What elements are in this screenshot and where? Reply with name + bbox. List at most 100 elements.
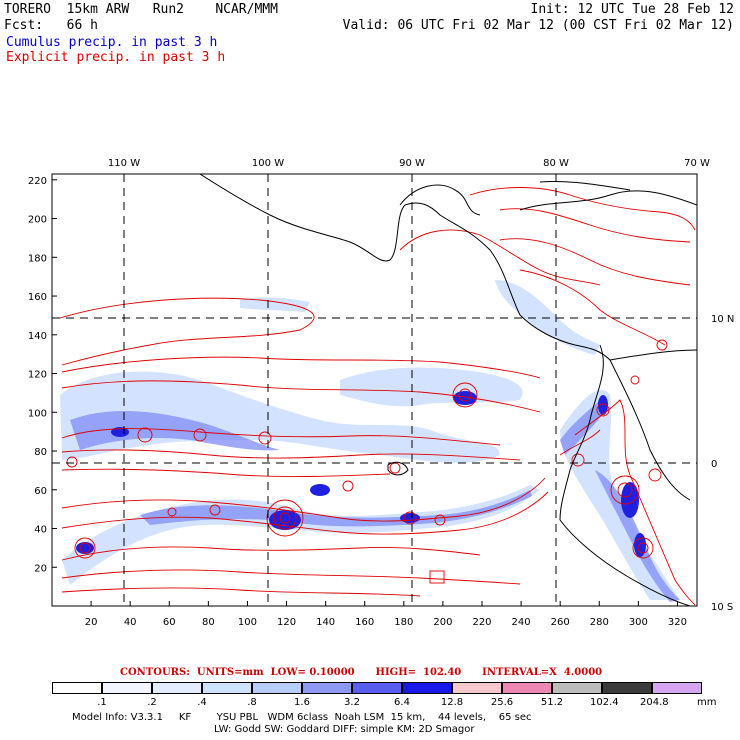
contour — [499, 238, 691, 286]
precip-mid-4 — [560, 400, 606, 455]
colorbar-label: 204.8 — [640, 697, 669, 708]
contour — [630, 375, 640, 385]
lon-label: 90 W — [399, 158, 425, 169]
contour — [59, 297, 315, 366]
contour — [258, 431, 272, 445]
coastline-colombia-ecuador — [559, 344, 604, 521]
colorbar-swatch — [52, 682, 102, 694]
colorbar-label: 3.2 — [344, 697, 360, 708]
colorbar-swatch — [402, 682, 452, 694]
contour — [596, 403, 610, 417]
colorbar-swatch — [652, 682, 702, 694]
colorbar-label: 102.4 — [590, 697, 619, 708]
contour — [61, 380, 541, 413]
contour — [434, 514, 446, 526]
precip-area-west — [60, 371, 500, 463]
y-tick-label: 120 — [28, 370, 47, 381]
precip-mid-2 — [140, 490, 532, 527]
contour — [61, 546, 481, 561]
contour — [61, 477, 546, 522]
y-grid-ticks: 20 40 60 80 100 120 140 160 180 200 220 — [28, 176, 57, 574]
colorbar-swatch — [202, 682, 252, 694]
coastline-south-america-north — [609, 349, 697, 361]
x-tick-label: 100 — [238, 617, 257, 628]
colorbar-label: .4 — [197, 697, 207, 708]
y-tick-label: 180 — [28, 253, 47, 264]
x-tick-label: 320 — [668, 617, 687, 628]
contour — [61, 449, 521, 461]
y-tick-label: 100 — [28, 408, 47, 419]
y-tick-label: 140 — [28, 331, 47, 342]
x-tick-label: 140 — [316, 617, 335, 628]
contour — [209, 504, 221, 516]
precip-core — [621, 482, 639, 518]
graticule — [52, 174, 697, 606]
precip-area-band — [62, 485, 540, 585]
precip-core — [598, 395, 608, 415]
x-tick-label: 80 — [202, 617, 215, 628]
lat-label: 0 — [711, 459, 717, 470]
contour — [429, 570, 445, 584]
map-frame — [51, 173, 698, 607]
colorbar-label: .2 — [147, 697, 157, 708]
contour — [499, 208, 691, 243]
contour — [389, 462, 401, 474]
contour — [61, 491, 549, 535]
valid-time: Valid: 06 UTC Fri 02 Mar 12 (00 CST Fri … — [342, 18, 734, 33]
colorbar-label: 6.4 — [394, 697, 410, 708]
contour — [399, 229, 601, 286]
x-tick-label: 280 — [590, 617, 609, 628]
contour — [266, 499, 304, 537]
contour — [648, 468, 662, 482]
lat-label: 10 N — [711, 314, 734, 325]
contour — [74, 537, 96, 559]
precip-core — [76, 542, 94, 554]
contour-info: CONTOURS: UNITS=mm LOW= 0.10000 HIGH= 10… — [120, 667, 603, 678]
contour — [519, 269, 666, 346]
y-tick-label: 40 — [34, 525, 47, 536]
colorbar-swatch — [352, 682, 402, 694]
contour — [617, 482, 633, 498]
y-tick-label: 200 — [28, 215, 47, 226]
coastline-mexico-central-america — [199, 174, 611, 361]
contour — [193, 428, 207, 442]
coastline-caribbean — [519, 190, 697, 211]
y-tick-label: 160 — [28, 292, 47, 303]
lat-label: 10 S — [711, 602, 733, 613]
x-tick-label: 60 — [163, 617, 176, 628]
forecast-hour: Fcst: 66 h — [4, 18, 98, 33]
colorbar-label: .8 — [247, 697, 257, 708]
explicit-precip-contours — [59, 187, 696, 606]
x-tick-label: 220 — [472, 617, 491, 628]
y-tick-label: 60 — [34, 486, 47, 497]
contour — [458, 388, 472, 402]
coastline-yucatan — [399, 184, 481, 216]
contour — [61, 587, 421, 597]
colorbar-swatch — [552, 682, 602, 694]
y-tick-label: 20 — [34, 563, 47, 574]
colorbar-swatch — [452, 682, 502, 694]
coastlines — [199, 174, 697, 606]
colorbar-swatch — [602, 682, 652, 694]
contour — [61, 569, 521, 585]
x-tick-label: 160 — [355, 617, 374, 628]
precip-core — [310, 484, 330, 496]
x-tick-label: 240 — [512, 617, 531, 628]
precip-area-north-patch — [240, 297, 310, 312]
contour — [452, 382, 478, 408]
contour — [66, 456, 78, 468]
contour — [342, 480, 354, 492]
colorbar-label: 25.6 — [490, 697, 514, 708]
cumulus-legend: Cumulus precip. in past 3 h — [6, 35, 218, 50]
coastline-andes — [609, 359, 691, 501]
contour — [637, 542, 649, 554]
contour — [632, 537, 654, 559]
contour — [273, 506, 297, 530]
precip-core — [400, 513, 420, 523]
contour — [167, 507, 177, 517]
precip-shading — [60, 280, 680, 602]
colorbar-swatch — [102, 682, 152, 694]
contour — [137, 427, 153, 443]
coastline-cuba — [539, 181, 631, 191]
